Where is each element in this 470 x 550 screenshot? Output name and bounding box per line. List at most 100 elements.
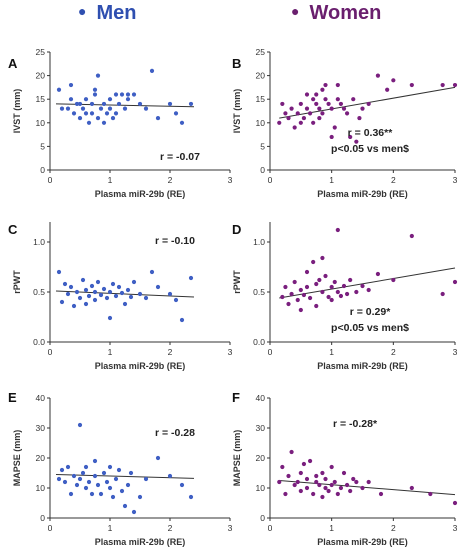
panel-f-data-point	[428, 491, 433, 497]
panel-e-data-point	[83, 485, 89, 491]
panel-f-data-point	[354, 479, 359, 485]
panel-b-data-point	[277, 120, 282, 125]
panel-f-data-point	[283, 491, 288, 497]
panel-c-y-tick-label: 0.0	[33, 337, 45, 347]
panel-c-data-point	[188, 275, 194, 281]
panel-b-data-point	[314, 92, 319, 97]
panel-d-data-point	[317, 277, 322, 283]
panel-c-data-point	[149, 269, 155, 275]
panel-a-data-point	[83, 111, 89, 116]
panel-f-data-point	[304, 485, 310, 491]
panel-d-x-tick-label: 3	[453, 347, 458, 357]
panel-c-data-point	[83, 287, 89, 293]
panel-d-data-point	[341, 283, 347, 289]
panel-f-data-point	[286, 473, 291, 479]
panel-b-data-point	[311, 120, 316, 125]
panel-f-data-point	[317, 482, 322, 488]
panel-d-data-point	[338, 293, 344, 299]
panel-a-y-tick-label: 10	[36, 118, 46, 128]
panel-e-data-point	[62, 479, 68, 485]
panel-c-data-point	[128, 294, 134, 300]
panel-f-data-point	[366, 479, 371, 485]
panel-b-letter: B	[232, 56, 241, 71]
panel-e-data-point	[122, 503, 128, 509]
panel-a-data-point	[92, 87, 98, 92]
panel-a-data-point	[125, 97, 131, 102]
panel-b-annotation: r = 0.36**	[348, 127, 394, 139]
panel-b-data-point	[304, 106, 310, 111]
panel-f-x-axis-title: Plasma miR-29b (RE)	[317, 537, 408, 547]
panel-b-data-point	[323, 97, 328, 102]
panel-b-y-tick-label: 10	[256, 118, 266, 128]
panel-c-y-axis-title: rPWT	[12, 270, 22, 294]
panel-f-letter: F	[232, 390, 240, 405]
panel-b-data-point	[366, 101, 371, 107]
legend-men-label: Men	[96, 2, 137, 24]
panel-e-y-tick-label: 20	[36, 453, 46, 463]
panel-c-data-point	[143, 295, 149, 301]
panel-d-data-point	[335, 227, 340, 233]
panel-d-y-tick-label: 0.0	[253, 337, 265, 347]
panel-d-data-point	[289, 291, 294, 297]
panel-e-data-point	[155, 455, 161, 461]
panel-c-data-point	[74, 289, 80, 295]
panel-a-data-point	[80, 106, 86, 111]
panel-c-letter: C	[8, 222, 18, 237]
panel-b-data-point	[320, 87, 325, 92]
panel-d-data-point	[375, 271, 381, 277]
panel-a-data-point	[122, 106, 128, 111]
panel-c-data-point	[113, 293, 119, 299]
panel-c-data-point	[77, 295, 83, 301]
panel-f-data-point	[351, 476, 356, 482]
panel-f-x-tick-label: 3	[453, 523, 458, 533]
panel-d-annotation: r = 0.29*	[350, 306, 391, 318]
panel-d-data-point	[311, 259, 316, 265]
panel-a-data-point	[77, 115, 83, 121]
panel-a-y-tick-label: 5	[40, 141, 45, 151]
panel-b-data-point	[323, 82, 328, 88]
panel-b-data-point	[286, 115, 291, 121]
panel-c-data-point	[167, 291, 173, 297]
panel-a-data-point	[56, 87, 62, 92]
panel-c-data-point	[83, 301, 89, 307]
panel-d-y-tick-label: 0.5	[253, 287, 265, 297]
panel-d-data-point	[304, 269, 310, 275]
panel-e-data-point	[137, 494, 143, 500]
panel-b-x-tick-label: 2	[391, 175, 396, 185]
panel-a-x-tick-label: 3	[228, 175, 233, 185]
panel-b-data-point	[375, 73, 381, 78]
panel-b-data-point	[304, 92, 310, 97]
panel-e-data-point	[86, 479, 92, 485]
panel-a-annotation: r = -0.07	[160, 151, 200, 163]
panel-a-y-tick-label: 0	[40, 165, 45, 175]
panel-f-data-point	[280, 464, 285, 470]
panel-c-x-tick-label: 1	[108, 347, 113, 357]
panel-e-data-point	[77, 422, 83, 428]
panel-e-data-point	[65, 464, 71, 470]
panel-d-data-point	[366, 287, 371, 293]
panel-b-y-axis-title: IVST (mm)	[232, 89, 242, 134]
panel-d-data-point	[409, 233, 414, 239]
panel-c-data-point	[173, 297, 179, 303]
panel-a-data-point	[95, 73, 101, 78]
panel-e-y-tick-label: 40	[36, 393, 46, 403]
panel-b-data-point	[311, 97, 316, 102]
panel-e-data-point	[125, 482, 131, 488]
panel-f-regression-line	[279, 480, 456, 496]
panel-c-data-point	[101, 286, 107, 292]
panel-d-data-point	[326, 294, 331, 300]
panel-a-data-point	[101, 101, 107, 107]
panel-c-data-point	[116, 284, 122, 290]
panel-d-x-tick-label: 2	[391, 347, 396, 357]
panel-c-data-point	[110, 281, 116, 287]
panel-a-data-point	[89, 111, 95, 116]
panel-d-data-point	[298, 307, 303, 313]
panel-f-data-point	[292, 482, 297, 488]
panel-c-x-tick-label: 2	[168, 347, 173, 357]
panel-a-y-tick-label: 15	[36, 94, 46, 104]
panel-a-data-point	[77, 101, 83, 107]
panel-b-data-point	[341, 106, 347, 111]
panel-c-data-point	[107, 315, 113, 321]
panel-a-data-point	[71, 111, 77, 116]
